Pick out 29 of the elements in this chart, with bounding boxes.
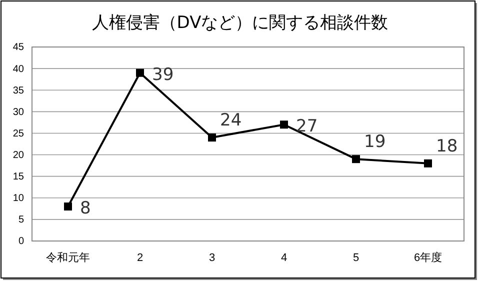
point xyxy=(424,159,432,168)
point xyxy=(136,68,144,77)
point xyxy=(208,134,216,142)
y-tick-label: 40 xyxy=(12,64,24,75)
y-tick-label: 45 xyxy=(12,42,24,54)
point xyxy=(352,155,360,164)
data-label: 18 xyxy=(436,136,458,156)
data-label: 19 xyxy=(364,132,386,152)
x-tick-label: 5 xyxy=(352,252,360,264)
y-tick-label: 5 xyxy=(18,214,24,226)
x-tick-label: 4 xyxy=(280,252,288,264)
chart-title: 人権侵害（DVなど）に関する相談件数 xyxy=(92,13,388,33)
x-tick-label: 令和元年 xyxy=(46,250,90,264)
point xyxy=(64,202,72,211)
y-tick-label: 0 xyxy=(18,236,24,248)
y-tick-label: 25 xyxy=(12,128,24,140)
x-tick-label: 3 xyxy=(208,252,216,264)
point xyxy=(280,120,288,129)
data-label: 8 xyxy=(80,198,91,219)
data-label: 39 xyxy=(152,64,174,85)
y-tick-label: 30 xyxy=(12,106,24,118)
y-tick-label: 20 xyxy=(12,150,24,161)
data-label: 24 xyxy=(220,110,242,131)
x-tick-label: 6年度 xyxy=(414,250,442,264)
x-tick-label: 2 xyxy=(136,252,144,264)
data-label: 27 xyxy=(296,116,318,137)
y-tick-label: 35 xyxy=(12,85,24,96)
y-tick-label: 10 xyxy=(12,193,24,204)
y-tick-label: 15 xyxy=(12,172,24,183)
